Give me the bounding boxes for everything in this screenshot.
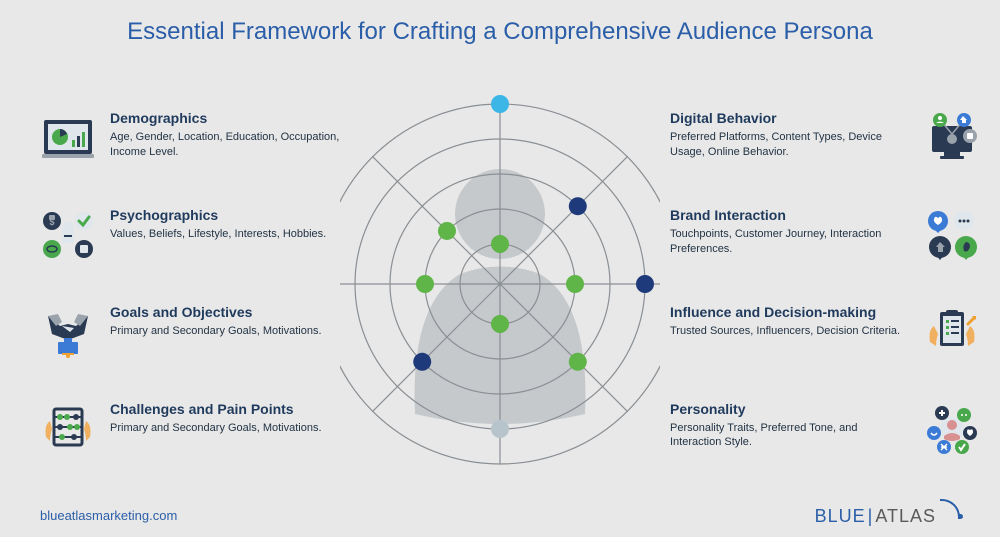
- radar-chart: [340, 94, 660, 474]
- item-title: Goals and Objectives: [110, 304, 340, 320]
- item-title: Demographics: [110, 110, 340, 126]
- item-demographics: Demographics Age, Gender, Location, Educ…: [40, 110, 340, 166]
- logo-part2: ATLAS: [875, 506, 936, 527]
- item-title: Personality: [670, 401, 910, 417]
- svg-text:$: $: [49, 217, 54, 227]
- item-title: Influence and Decision-making: [670, 304, 910, 320]
- clipboard-hands-icon: [924, 304, 980, 360]
- item-title: Psychographics: [110, 207, 340, 223]
- item-desc: Touchpoints, Customer Journey, Interacti…: [670, 227, 910, 257]
- brand-logo: BLUE | ATLAS: [815, 505, 960, 527]
- dashboard-chart-icon: [40, 110, 96, 166]
- abacus-icon: [40, 401, 96, 457]
- avatar-badges-icon: [924, 401, 980, 457]
- item-brand-interaction: Brand Interaction Touchpoints, Customer …: [670, 207, 980, 263]
- item-desc: Trusted Sources, Influencers, Decision C…: [670, 324, 910, 339]
- item-desc: Values, Beliefs, Lifestyle, Interests, H…: [110, 227, 340, 242]
- handshake-icon: [40, 304, 96, 360]
- item-digital-behavior: Digital Behavior Preferred Platforms, Co…: [670, 110, 980, 166]
- item-desc: Primary and Secondary Goals, Motivations…: [110, 421, 340, 436]
- left-column: Demographics Age, Gender, Location, Educ…: [0, 80, 340, 487]
- item-goals: Goals and Objectives Primary and Seconda…: [40, 304, 340, 360]
- item-title: Digital Behavior: [670, 110, 910, 126]
- item-influence: Influence and Decision-making Trusted So…: [670, 304, 980, 360]
- item-desc: Preferred Platforms, Content Types, Devi…: [670, 130, 910, 160]
- social-monitor-icon: [924, 110, 980, 166]
- item-psychographics: $ Psychographics Values, Beliefs, Lifest…: [40, 207, 340, 263]
- item-desc: Primary and Secondary Goals, Motivations…: [110, 324, 340, 339]
- item-challenges: Challenges and Pain Points Primary and S…: [40, 401, 340, 457]
- item-personality: Personality Personality Traits, Preferre…: [670, 401, 980, 457]
- logo-arc-icon: [938, 505, 960, 527]
- item-title: Challenges and Pain Points: [110, 401, 340, 417]
- chat-bubbles-icon: [924, 207, 980, 263]
- footer-url: blueatlasmarketing.com: [40, 508, 177, 523]
- logo-divider: |: [868, 506, 874, 527]
- item-desc: Age, Gender, Location, Education, Occupa…: [110, 130, 340, 160]
- radar-container: [340, 80, 660, 487]
- content-columns: Demographics Age, Gender, Location, Educ…: [0, 80, 1000, 487]
- money-values-icon: $: [40, 207, 96, 263]
- page-title: Essential Framework for Crafting a Compr…: [0, 0, 1000, 46]
- item-title: Brand Interaction: [670, 207, 910, 223]
- right-column: Digital Behavior Preferred Platforms, Co…: [660, 80, 1000, 487]
- logo-part1: BLUE: [815, 506, 866, 527]
- item-desc: Personality Traits, Preferred Tone, and …: [670, 421, 910, 451]
